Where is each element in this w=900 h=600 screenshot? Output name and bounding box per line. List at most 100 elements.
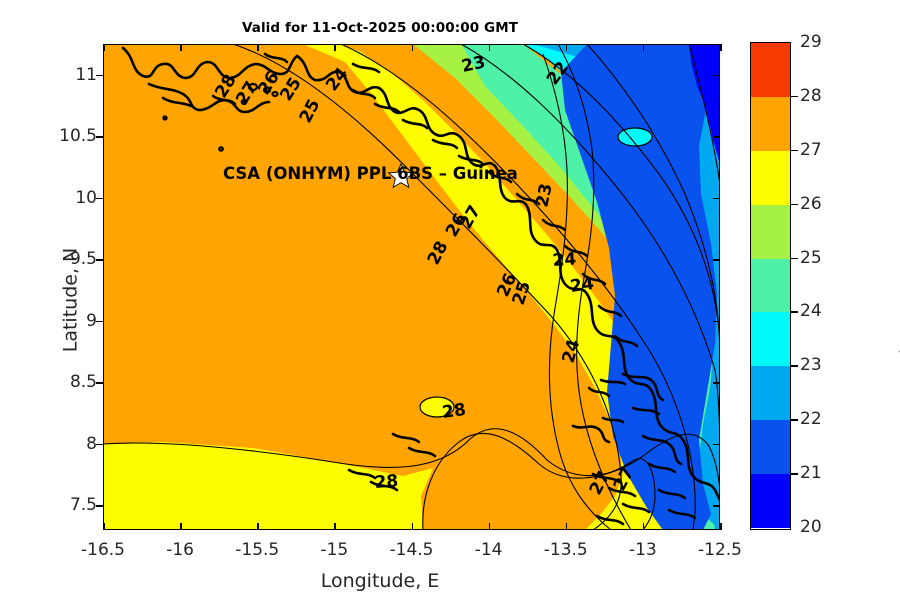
y-tick-9.5 <box>96 259 103 261</box>
x-tick-label--15: -15 <box>320 540 349 560</box>
colorbar-tick-25 <box>791 257 798 260</box>
colorbar-tick-label-24: 24 <box>800 301 822 322</box>
x-tick-label--14: -14 <box>474 540 503 560</box>
colorbar-tick-label-22: 22 <box>800 409 822 430</box>
y-tick-label-9: 9 <box>86 310 97 331</box>
x-tick--15.5 <box>257 523 259 530</box>
band-27-28-coast <box>233 44 669 530</box>
y-tick-right-9 <box>713 320 720 323</box>
x-tick-top--12.5 <box>720 44 722 51</box>
colorbar-tick-26 <box>791 203 798 206</box>
band-27-28-inner-orange <box>421 436 655 530</box>
x-tick--15 <box>334 523 336 530</box>
y-tick-9 <box>96 320 103 323</box>
colorbar-band-23-24 <box>751 312 790 367</box>
colorbar-tick-label-20: 20 <box>800 517 822 537</box>
y-tick-right-7.5 <box>713 505 720 507</box>
x-tick-top--16.5 <box>103 44 105 51</box>
y-tick-label-8: 8 <box>86 433 97 454</box>
colorbar-tick-label-26: 26 <box>800 193 822 214</box>
colorbar-band-22-23 <box>751 366 790 421</box>
band-22-23 <box>561 44 720 530</box>
y-tick-10.5 <box>96 136 103 138</box>
x-tick-label--14.5: -14.5 <box>389 540 434 560</box>
colorbar-tick-label-29: 29 <box>800 32 822 52</box>
svg-text:28: 28 <box>374 471 399 493</box>
colorbar[interactable] <box>750 42 791 530</box>
x-tick-label--12.5: -12.5 <box>698 540 742 560</box>
closed-contour-ellipse-warm <box>419 396 455 418</box>
svg-text:23: 23 <box>532 182 556 209</box>
y-tick-label-10.5: 10.5 <box>59 126 97 147</box>
colorbar-band-21-22 <box>751 420 790 475</box>
coastline <box>121 46 720 526</box>
y-tick-right-8.5 <box>713 382 720 384</box>
colorbar-band-24-25 <box>751 258 790 313</box>
x-tick-top--15 <box>334 44 336 51</box>
colorbar-tick-24 <box>791 311 798 313</box>
x-tick-top--13 <box>642 44 645 51</box>
colorbar-tick-label-28: 28 <box>800 85 822 106</box>
x-tick-label--13: -13 <box>628 540 657 560</box>
x-tick-label--16.5: -16.5 <box>81 540 125 560</box>
colorbar-band-26-27 <box>751 150 790 206</box>
colorbar-tick-label-27: 27 <box>800 139 822 160</box>
colorbar-tick-28 <box>791 95 798 98</box>
colorbar-band-28-29 <box>751 43 790 98</box>
x-tick--13.5 <box>565 523 568 530</box>
chart-title: Valid for 11-Oct-2025 00:00:00 GMT <box>241 20 519 36</box>
y-tick-right-11 <box>713 74 720 77</box>
colorbar-tick-label-25: 25 <box>800 247 822 268</box>
y-tick-label-8.5: 8.5 <box>69 372 97 393</box>
x-tick-top--14.5 <box>411 44 413 51</box>
y-tick-11 <box>96 74 103 77</box>
y-tick-10 <box>96 197 103 200</box>
block-location-star-icon <box>387 162 415 189</box>
svg-text:24: 24 <box>552 249 577 271</box>
plot-area: 28 27 26 25 24 23 22 25 23 27 26 28 24 2… <box>59 44 742 560</box>
x-tick--14.5 <box>411 523 413 530</box>
y-tick-label-10: 10 <box>75 187 97 208</box>
colorbar-tick-23 <box>791 365 798 367</box>
y-tick-right-10 <box>713 197 720 200</box>
x-tick--13 <box>642 523 645 530</box>
colorbar-tick-27 <box>791 149 798 152</box>
x-tick-top--16 <box>180 44 182 51</box>
x-tick--16 <box>180 523 182 530</box>
colorbar-tick-22 <box>791 419 798 421</box>
svg-text:23: 23 <box>460 52 487 76</box>
y-tick-8 <box>96 443 103 446</box>
y-tick-right-10.5 <box>713 136 720 138</box>
x-axis-label: Longitude, E <box>320 570 440 592</box>
y-tick-label-11: 11 <box>75 64 97 85</box>
x-tick-top--15.5 <box>257 44 259 51</box>
x-tick-label--15.5: -15.5 <box>235 540 280 560</box>
colorbar-band-27-28 <box>751 96 790 152</box>
x-tick-top--14 <box>488 44 491 51</box>
x-tick--14 <box>488 523 491 530</box>
colorbar-band-20-21 <box>751 474 790 529</box>
y-tick-right-9.5 <box>713 259 720 261</box>
colorbar-tick-label-21: 21 <box>800 463 822 484</box>
y-tick-label-9.5: 9.5 <box>69 249 97 270</box>
band-21-22-b <box>701 44 720 164</box>
x-tick-label--16: -16 <box>166 540 195 560</box>
y-axis-label: Latitude, N <box>59 247 82 353</box>
x-tick-label--13.5: -13.5 <box>543 540 588 560</box>
block-annotation: CSA (ONHYM) PPL 6BS – Guinea <box>223 164 518 183</box>
x-tick-top--13.5 <box>565 44 568 51</box>
contour-lines <box>103 44 720 530</box>
y-tick-8.5 <box>96 382 103 384</box>
islands <box>162 82 279 152</box>
y-tick-right-8 <box>713 443 720 446</box>
y-tick-7.5 <box>96 505 103 507</box>
contour-plot-svg: 28 27 26 25 24 23 22 25 23 27 26 28 24 2… <box>103 44 720 530</box>
x-tick--12.5 <box>720 523 722 530</box>
svg-text:28: 28 <box>441 400 467 423</box>
y-tick-label-7.5: 7.5 <box>69 495 97 516</box>
x-tick--16.5 <box>103 523 105 530</box>
svg-text:24: 24 <box>569 274 595 297</box>
colorbar-tick-label-23: 23 <box>800 355 822 376</box>
colorbar-band-25-26 <box>751 204 790 260</box>
